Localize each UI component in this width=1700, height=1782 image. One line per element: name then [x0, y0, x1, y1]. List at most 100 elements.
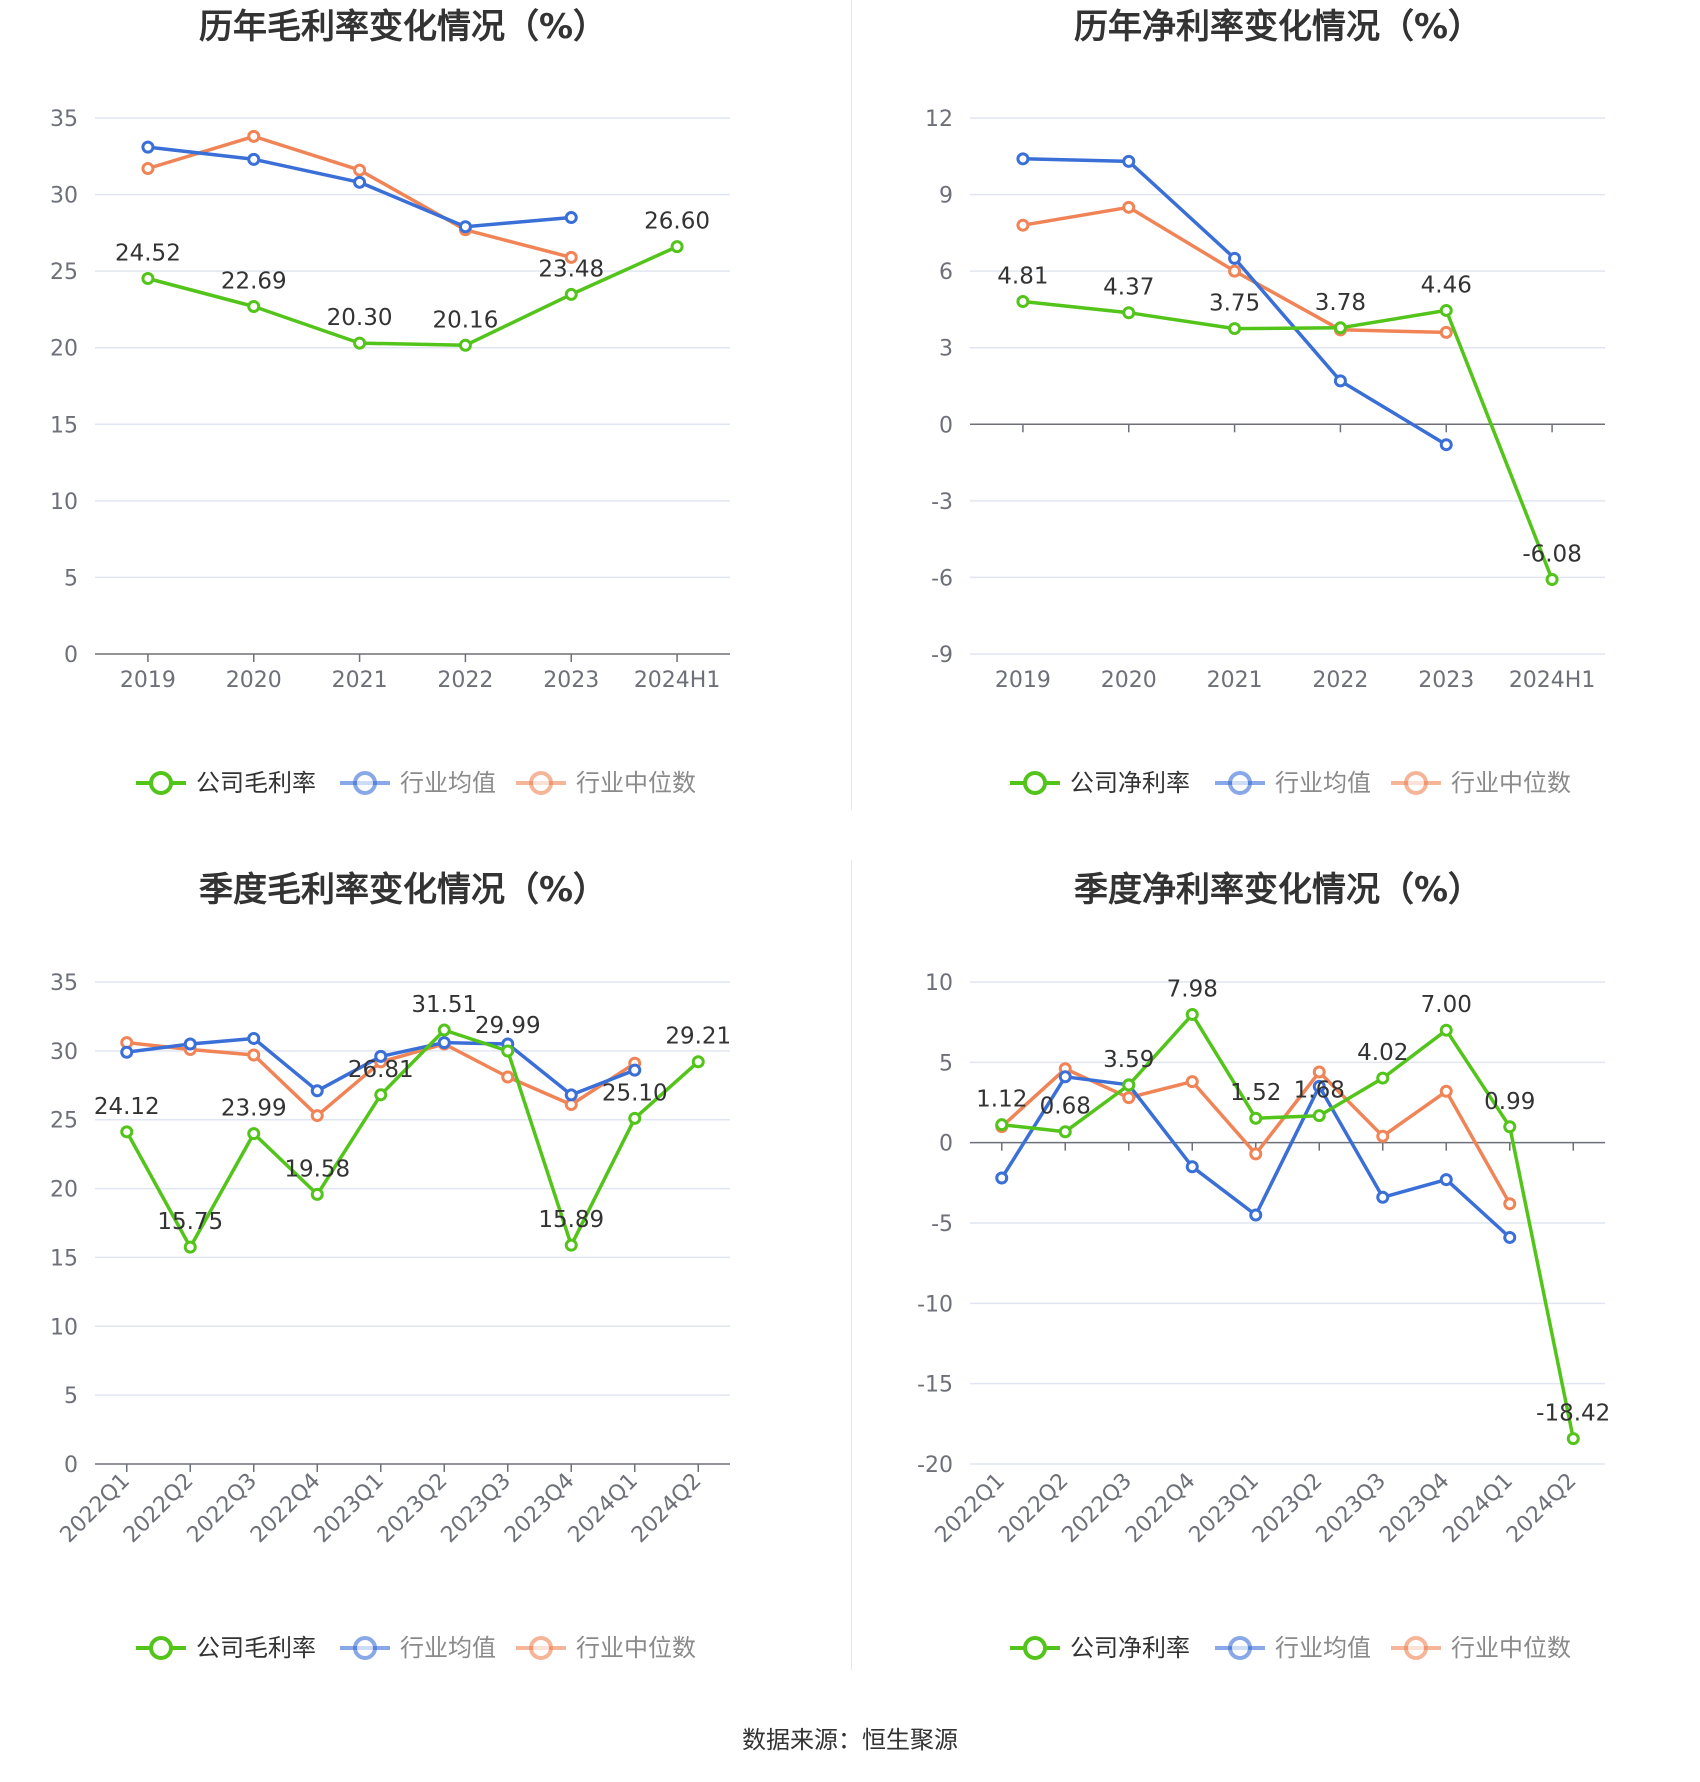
- data-point: [141, 162, 155, 176]
- data-point: [1566, 1432, 1580, 1446]
- legend-label[interactable]: 行业中位数: [1451, 769, 1571, 797]
- data-label: 24.12: [94, 1094, 160, 1120]
- legend-label[interactable]: 行业中位数: [1451, 1634, 1571, 1662]
- data-point: [1503, 1197, 1517, 1211]
- chart-panel-3: 季度毛利率变化情况（%）051015202530352022Q12022Q220…: [50, 870, 731, 1662]
- legend-marker: [1404, 1636, 1428, 1660]
- x-tick-label: 2023Q4: [1375, 1469, 1454, 1548]
- chart-panel-4: 季度净利率变化情况（%）-20-15-10-505102022Q12022Q22…: [917, 870, 1610, 1662]
- legend-marker: [529, 771, 553, 795]
- x-tick-label: 2024Q2: [627, 1469, 706, 1548]
- legend-marker: [1023, 1636, 1047, 1660]
- chart-panel-1: 历年毛利率变化情况（%） 0 5 10 15 20 25 30 35 2019 2020 2021 20…: [50, 7, 730, 797]
- legend-marker: [353, 771, 377, 795]
- chart-title: 季度净利率变化情况（%）: [1074, 870, 1482, 910]
- data-point: [1058, 1125, 1072, 1139]
- data-point: [437, 1036, 451, 1050]
- data-point: [1185, 1160, 1199, 1174]
- data-point: [1122, 1078, 1136, 1092]
- x-tick-label: 2022Q3: [1058, 1469, 1137, 1548]
- data-label: 15.75: [157, 1209, 223, 1235]
- x-tick-label: 2019: [120, 668, 176, 693]
- data-label: 4.81: [997, 264, 1048, 290]
- data-point: [1439, 1084, 1453, 1098]
- data-label: 26.60: [644, 209, 710, 235]
- data-label: 31.51: [411, 992, 477, 1018]
- legend-label[interactable]: 行业均值: [1275, 769, 1371, 797]
- series-line-1: [1022, 299, 1554, 581]
- y-tick-label: 5: [64, 1384, 78, 1409]
- data-point: [120, 1125, 134, 1139]
- data-label: 1.68: [1294, 1078, 1345, 1104]
- x-tick-label: 2023Q2: [1248, 1469, 1327, 1548]
- x-tick-label: 2023Q1: [310, 1469, 389, 1548]
- legend-label[interactable]: 行业中位数: [576, 769, 696, 797]
- data-point: [564, 211, 578, 225]
- data-point: [1376, 1190, 1390, 1204]
- x-tick-label: 2024H1: [634, 668, 721, 693]
- data-point: [1545, 572, 1559, 586]
- chart-title: 季度毛利率变化情况（%）: [199, 870, 607, 910]
- y-tick-label: 12: [925, 107, 953, 132]
- data-label: 0.99: [1484, 1089, 1535, 1115]
- data-label: 20.16: [432, 307, 498, 333]
- data-label: 7.98: [1167, 976, 1218, 1002]
- x-tick-label: 2023Q3: [437, 1469, 516, 1548]
- data-label: 3.78: [1315, 290, 1366, 316]
- legend-label[interactable]: 行业均值: [1275, 1634, 1371, 1662]
- data-point: [1249, 1111, 1263, 1125]
- legend-marker: [1228, 771, 1252, 795]
- y-tick-label: 35: [50, 107, 78, 132]
- series-line-1: [147, 245, 678, 348]
- legend-label[interactable]: 行业均值: [400, 1634, 496, 1662]
- y-tick-label: -10: [917, 1292, 953, 1317]
- data-point: [628, 1111, 642, 1125]
- y-tick-label: 10: [50, 1315, 78, 1340]
- data-point: [1439, 325, 1453, 339]
- legend-label[interactable]: 公司净利率: [1070, 1634, 1190, 1662]
- data-point: [564, 250, 578, 264]
- y-tick-label: 30: [50, 184, 78, 209]
- data-point: [1016, 218, 1030, 232]
- data-point: [141, 140, 155, 154]
- vertical-divider-top: [851, 0, 852, 810]
- y-tick-label: 0: [939, 413, 953, 438]
- data-point: [670, 240, 684, 254]
- x-tick-label: 2020: [226, 668, 282, 693]
- legend-label[interactable]: 公司毛利率: [196, 1634, 316, 1662]
- data-point: [1016, 295, 1030, 309]
- data-point: [1312, 1079, 1326, 1093]
- data-label: 25.10: [602, 1080, 668, 1106]
- y-tick-label: -9: [931, 643, 953, 668]
- data-point: [183, 1037, 197, 1051]
- data-point: [1228, 264, 1242, 278]
- legend-label[interactable]: 行业中位数: [576, 1634, 696, 1662]
- data-point: [1312, 1065, 1326, 1079]
- data-label: 19.58: [284, 1156, 350, 1182]
- data-point: [501, 1044, 515, 1058]
- data-label: -6.08: [1522, 541, 1582, 567]
- data-point: [1122, 154, 1136, 168]
- y-tick-label: 30: [50, 1040, 78, 1065]
- data-point: [374, 1088, 388, 1102]
- data-point: [1439, 1023, 1453, 1037]
- legend-label[interactable]: 公司净利率: [1070, 769, 1190, 797]
- data-label: 20.30: [327, 305, 393, 331]
- data-point: [120, 1045, 134, 1059]
- y-tick-label: 6: [939, 260, 953, 285]
- data-point: [1439, 303, 1453, 317]
- data-label: 29.21: [665, 1024, 731, 1050]
- x-tick-label: 2023Q1: [1185, 1469, 1264, 1548]
- legend-label[interactable]: 公司毛利率: [196, 769, 316, 797]
- data-point: [1058, 1070, 1072, 1084]
- data-point: [628, 1063, 642, 1077]
- data-point: [1503, 1230, 1517, 1244]
- legend-label[interactable]: 行业均值: [400, 769, 496, 797]
- legend-marker: [1023, 771, 1047, 795]
- data-point: [458, 338, 472, 352]
- data-label: 15.89: [538, 1207, 604, 1233]
- data-point: [564, 1088, 578, 1102]
- vertical-divider-bottom: [851, 860, 852, 1670]
- data-point: [374, 1049, 388, 1063]
- y-tick-label: 20: [50, 1178, 78, 1203]
